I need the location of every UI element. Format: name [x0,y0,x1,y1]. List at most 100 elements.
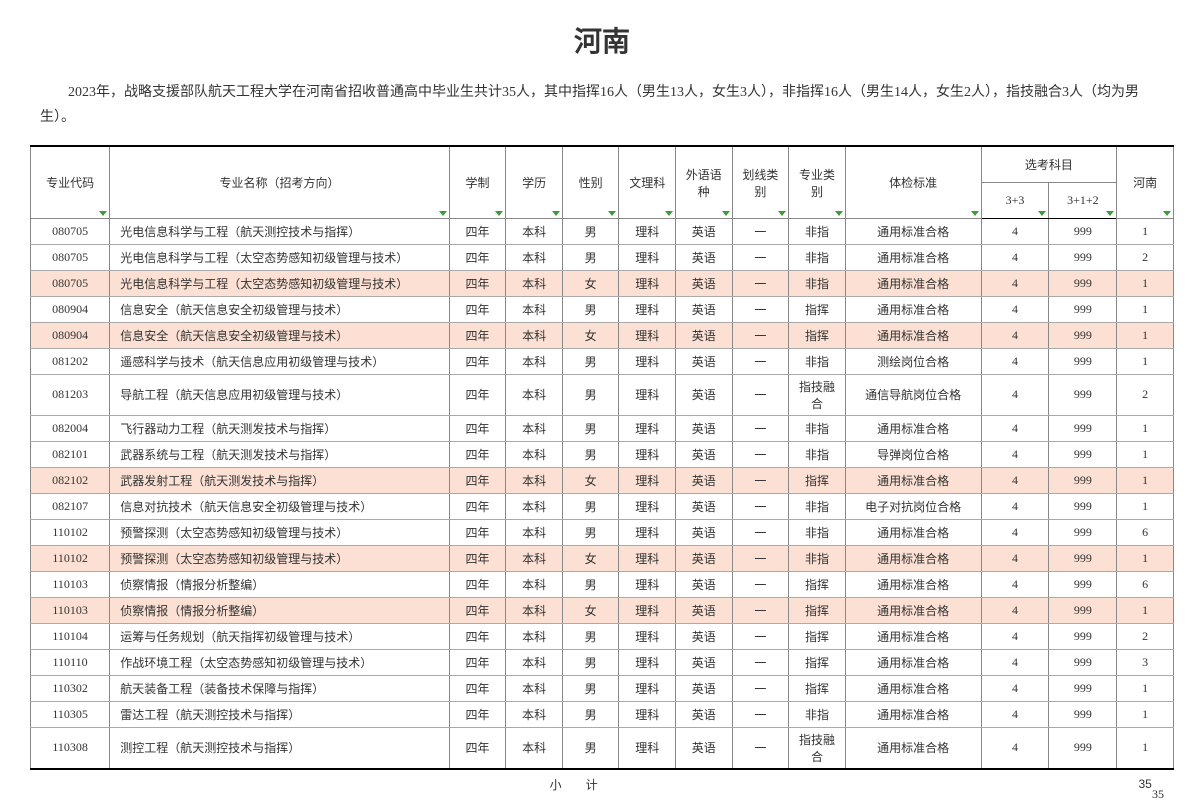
cell-name: 信息安全（航天信息安全初级管理与技术） [110,296,450,322]
cell-s312: 999 [1049,467,1117,493]
cell-sci: 理科 [619,441,676,467]
col-lang[interactable]: 外语语种 [676,146,733,218]
filter-icon[interactable] [495,211,503,216]
cell-deg: 本科 [506,322,563,348]
cell-s33: 4 [981,296,1049,322]
cell-name: 航天装备工程（装备技术保障与指挥） [110,675,450,701]
col-line[interactable]: 划线类别 [732,146,789,218]
cell-s33: 4 [981,322,1049,348]
cell-s312: 999 [1049,415,1117,441]
cell-lang: 英语 [676,545,733,571]
cell-spec: 指挥 [789,623,846,649]
cell-s312: 999 [1049,348,1117,374]
cell-lang: 英语 [676,519,733,545]
col-code[interactable]: 专业代码 [31,146,110,218]
intro-paragraph: 2023年，战略支援部队航天工程大学在河南省招收普通高中毕业生共计35人，其中指… [30,80,1174,130]
cell-deg: 本科 [506,571,563,597]
col-henan[interactable]: 河南 [1117,146,1174,218]
cell-sys: 四年 [449,623,506,649]
filter-icon[interactable] [99,211,107,216]
cell-sys: 四年 [449,701,506,727]
filter-icon[interactable] [1106,211,1114,216]
filter-icon[interactable] [665,211,673,216]
cell-s312: 999 [1049,623,1117,649]
cell-spec: 指挥 [789,649,846,675]
cell-hn: 1 [1117,597,1174,623]
cell-sci: 理科 [619,348,676,374]
cell-code: 110103 [31,571,110,597]
cell-code: 110110 [31,649,110,675]
cell-code: 110102 [31,545,110,571]
cell-deg: 本科 [506,701,563,727]
cell-phy: 通用标准合格 [845,727,981,769]
cell-sci: 理科 [619,545,676,571]
cell-lang: 英语 [676,441,733,467]
cell-sci: 理科 [619,493,676,519]
cell-phy: 通用标准合格 [845,322,981,348]
cell-code: 110302 [31,675,110,701]
cell-g: 男 [562,701,619,727]
cell-s312: 999 [1049,374,1117,415]
cell-deg: 本科 [506,296,563,322]
filter-icon[interactable] [971,211,979,216]
filter-icon[interactable] [439,211,447,216]
cell-deg: 本科 [506,649,563,675]
col-sub33[interactable]: 3+3 [981,182,1049,218]
cell-sys: 四年 [449,649,506,675]
cell-sys: 四年 [449,270,506,296]
cell-hn: 6 [1117,571,1174,597]
cell-lang: 英语 [676,675,733,701]
col-sub312[interactable]: 3+1+2 [1049,182,1117,218]
filter-icon[interactable] [1163,211,1171,216]
enrollment-table: 专业代码 专业名称（招考方向） 学制 学历 性别 文理科 外语语种 划线类别 专… [30,145,1174,799]
cell-code: 081202 [31,348,110,374]
filter-icon[interactable] [835,211,843,216]
cell-hn: 2 [1117,623,1174,649]
col-physical[interactable]: 体检标准 [845,146,981,218]
document-page: 河南 2023年，战略支援部队航天工程大学在河南省招收普通高中毕业生共计35人，… [0,0,1204,799]
cell-hn: 1 [1117,701,1174,727]
cell-deg: 本科 [506,270,563,296]
col-system[interactable]: 学制 [449,146,506,218]
cell-sys: 四年 [449,218,506,244]
filter-icon[interactable] [1038,211,1046,216]
col-name[interactable]: 专业名称（招考方向） [110,146,450,218]
cell-g: 女 [562,597,619,623]
filter-icon[interactable] [722,211,730,216]
cell-s33: 4 [981,374,1049,415]
cell-deg: 本科 [506,493,563,519]
filter-icon[interactable] [778,211,786,216]
cell-line: 一 [732,467,789,493]
cell-phy: 通用标准合格 [845,519,981,545]
cell-line: 一 [732,597,789,623]
cell-sci: 理科 [619,244,676,270]
cell-spec: 非指 [789,441,846,467]
cell-g: 女 [562,270,619,296]
cell-phy: 电子对抗岗位合格 [845,493,981,519]
cell-code: 082004 [31,415,110,441]
filter-icon[interactable] [552,211,560,216]
cell-name: 遥感科学与技术（航天信息应用初级管理与技术） [110,348,450,374]
cell-code: 082102 [31,467,110,493]
col-degree[interactable]: 学历 [506,146,563,218]
cell-name: 武器系统与工程（航天测发技术与指挥） [110,441,450,467]
filter-icon[interactable] [608,211,616,216]
col-spec[interactable]: 专业类别 [789,146,846,218]
col-gender[interactable]: 性别 [562,146,619,218]
cell-spec: 非指 [789,270,846,296]
cell-phy: 通用标准合格 [845,545,981,571]
cell-phy: 通用标准合格 [845,296,981,322]
cell-g: 男 [562,649,619,675]
cell-sci: 理科 [619,322,676,348]
cell-name: 导航工程（航天信息应用初级管理与技术） [110,374,450,415]
cell-deg: 本科 [506,675,563,701]
cell-lang: 英语 [676,348,733,374]
cell-s312: 999 [1049,296,1117,322]
cell-name: 信息对抗技术（航天信息安全初级管理与技术） [110,493,450,519]
cell-sci: 理科 [619,597,676,623]
cell-spec: 指挥 [789,467,846,493]
table-row: 082102武器发射工程（航天测发技术与指挥）四年本科女理科英语一指挥通用标准合… [31,467,1174,493]
cell-phy: 通用标准合格 [845,649,981,675]
col-sci[interactable]: 文理科 [619,146,676,218]
cell-hn: 1 [1117,493,1174,519]
